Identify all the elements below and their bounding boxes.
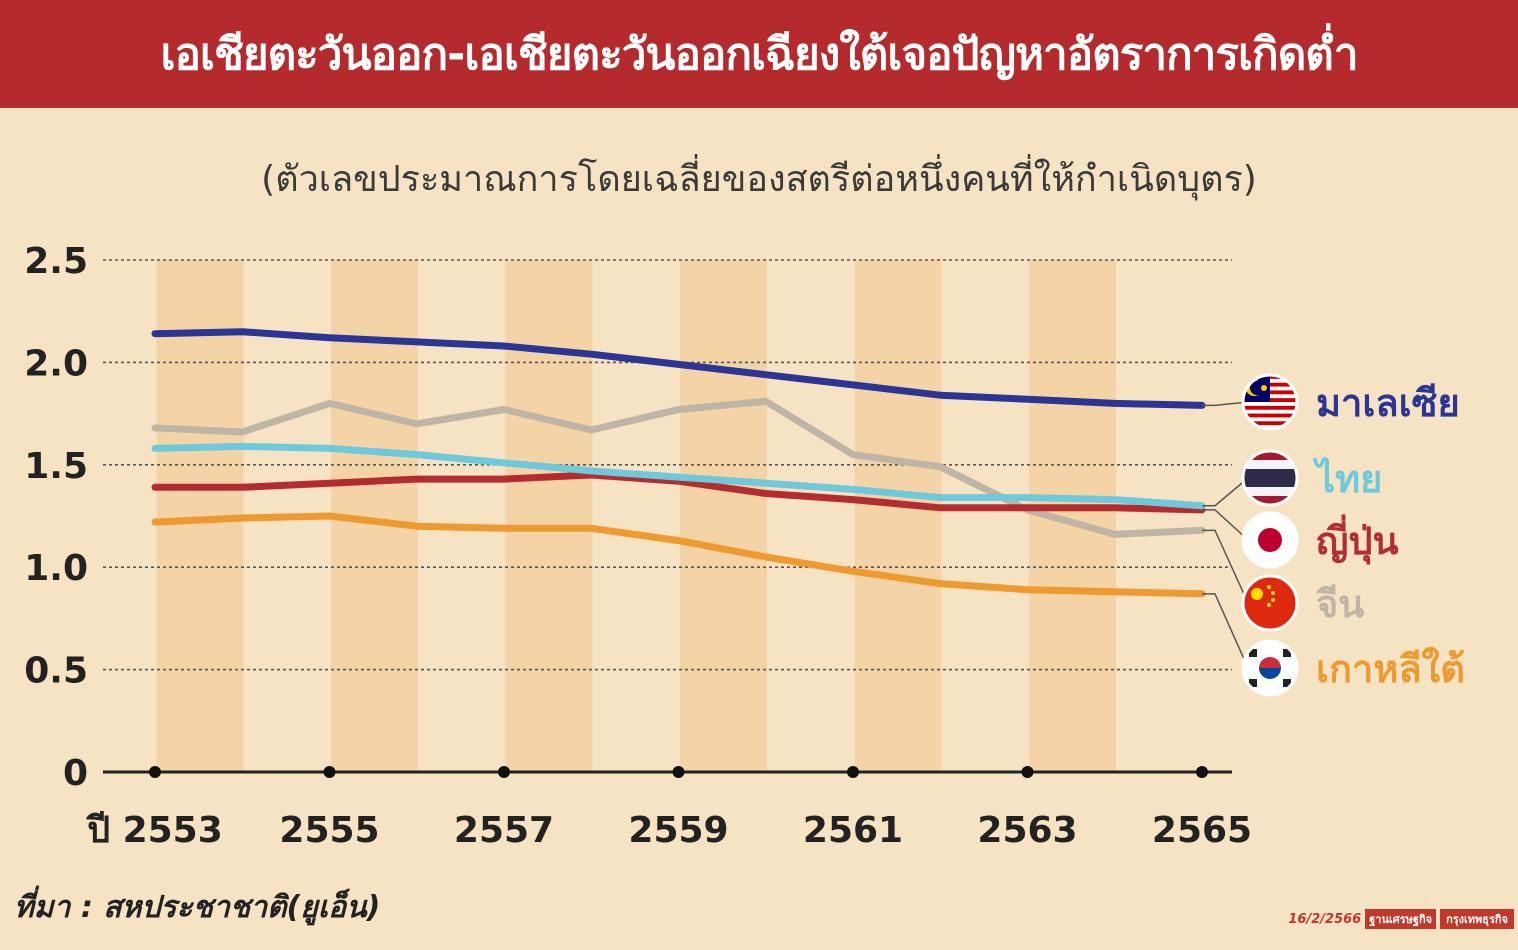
legend-label: เกาหลีใต้ [1316, 647, 1465, 691]
credit-publisher-a: ฐานเศรษฐกิจ [1365, 909, 1437, 929]
legend-connector [1202, 593, 1249, 669]
y-tick-label: 1.0 [24, 548, 88, 589]
legend-label: ญี่ปุ่น [1316, 514, 1398, 565]
x-tick-dot [1196, 766, 1208, 778]
x-tick-label: 2563 [977, 810, 1077, 851]
series-line [151, 512, 1206, 598]
series-line [151, 328, 1206, 409]
y-tick-label: 0.5 [24, 651, 88, 692]
title-banner: เอเชียตะวันออก-เอเชียตะวันออกเฉียงใต้เจอ… [0, 0, 1518, 108]
x-tick-dot [149, 766, 161, 778]
y-tick-label: 0 [63, 753, 88, 794]
y-tick-label: 2.5 [24, 241, 88, 282]
x-tick-label: 2565 [1152, 810, 1252, 851]
year-band [680, 260, 767, 772]
japan-flag-icon [1241, 511, 1299, 569]
legend-connector [1202, 477, 1249, 507]
year-band [854, 260, 942, 772]
series-line [151, 471, 1206, 514]
credit: 16/2/2566 ฐานเศรษฐกิจ กรุงเทพธุรกิจ [1288, 908, 1514, 930]
china-flag-icon [1241, 574, 1299, 632]
x-tick-label: ปี 2553 [86, 810, 223, 851]
credit-publisher-b: กรุงเทพธุรกิจ [1440, 909, 1514, 929]
legend-label: ไทย [1312, 457, 1382, 501]
x-tick-label: 2557 [454, 810, 554, 851]
series-line [151, 442, 1206, 510]
credit-date: 16/2/2566 [1288, 911, 1362, 927]
x-tick-label: 2555 [279, 810, 379, 851]
x-tick-dot [672, 766, 685, 778]
legend-label: จีน [1316, 582, 1364, 626]
chart-subtitle: (ตัวเลขประมาณการโดยเฉลี่ยของสตรีต่อหนึ่ง… [261, 159, 1257, 200]
y-tick-label: 2.0 [24, 343, 88, 384]
legend-connector [1202, 509, 1249, 541]
thailand-flag-icon [1241, 449, 1299, 507]
y-tick-label: 1.5 [24, 446, 88, 487]
south-korea-flag-icon [1241, 639, 1299, 697]
x-tick-label: 2559 [628, 810, 728, 851]
legend-connector [1202, 529, 1249, 604]
page-title: เอเชียตะวันออก-เอเชียตะวันออกเฉียงใต้เจอ… [160, 29, 1358, 80]
source-note: ที่มา : สหประชาชาติ(ยูเอ็น) [14, 890, 381, 925]
x-tick-dot [498, 766, 510, 778]
x-tick-dot [1021, 766, 1034, 778]
x-tick-dot [847, 766, 859, 778]
x-tick-label: 2561 [803, 810, 903, 851]
legend-connector [1202, 401, 1249, 407]
x-tick-dot [323, 766, 336, 778]
malaysia-flag-icon [1241, 373, 1299, 431]
legend-label: มาเลเซีย [1316, 381, 1460, 425]
year-band [505, 260, 593, 772]
